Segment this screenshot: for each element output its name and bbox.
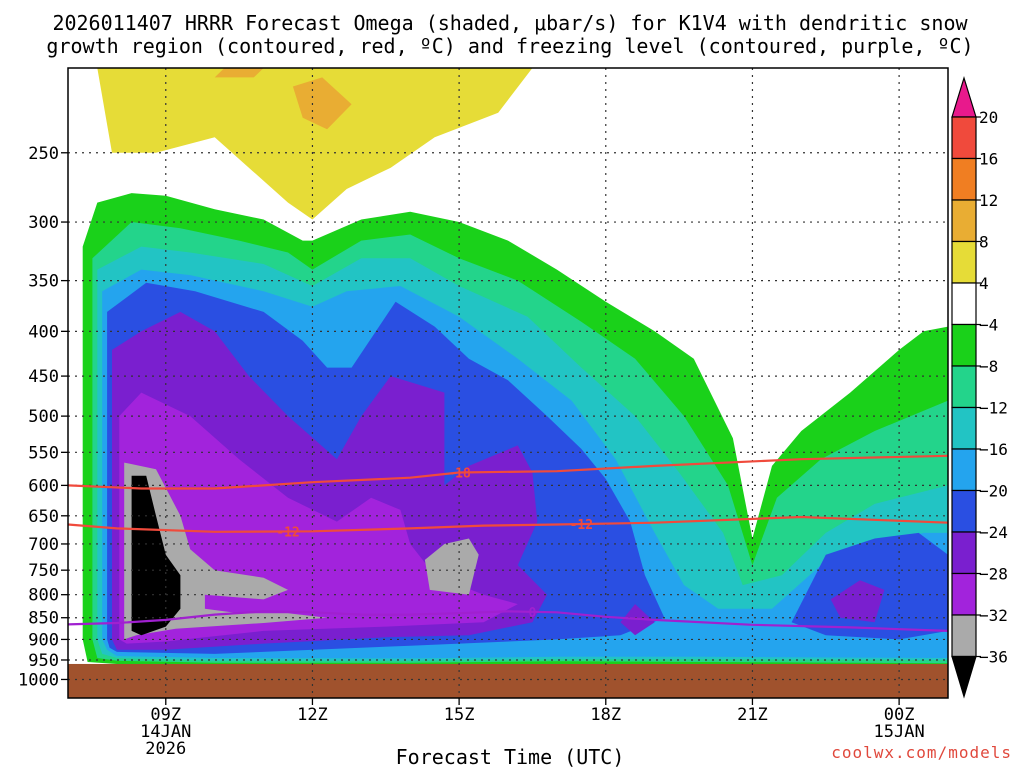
colorbar-segment-5 — [951, 282, 977, 326]
ground-surface — [68, 663, 948, 698]
colorbar-segment-8 — [951, 406, 977, 450]
colorbar-segment-2 — [951, 157, 977, 201]
colorbar-segment-9 — [951, 448, 977, 492]
x-tick-label-18Z: 18Z — [590, 705, 621, 725]
contour-label--12-1: -12 — [570, 518, 593, 533]
x-tick-label-09Z: 09Z — [150, 705, 181, 725]
colorbar-label-13: −36 — [979, 648, 1008, 667]
colorbar-label-10: −24 — [979, 523, 1008, 542]
colorbar-label-9: −20 — [979, 482, 1008, 501]
contour-label--12-0: -12 — [276, 525, 299, 540]
chart-title-line2: growth region (contoured, red, ºC) and f… — [46, 34, 973, 58]
colorbar-label-1: 16 — [979, 150, 998, 169]
y-tick-label-950: 950 — [28, 651, 59, 671]
x-tick-label-00Z: 00Z — [884, 705, 915, 725]
colorbar-label-12: −32 — [979, 606, 1008, 625]
x-tick-label-21Z: 21Z — [737, 705, 768, 725]
omega-region-10 — [830, 580, 885, 623]
y-tick-label-250: 250 — [28, 144, 59, 164]
colorbar-label-5: −4 — [979, 316, 998, 335]
y-tick-label-850: 850 — [28, 609, 59, 629]
colorbar-label-4: 4 — [979, 274, 989, 293]
plot-frame — [67, 67, 949, 699]
omega-region-15 — [131, 475, 181, 636]
y-tick-label-600: 600 — [28, 476, 59, 496]
colorbar-segment-13 — [951, 614, 977, 658]
grid-lines — [68, 68, 948, 698]
colorbar-segment-10 — [951, 489, 977, 533]
omega-region-1 — [214, 68, 264, 78]
y-tick-label-300: 300 — [28, 213, 59, 233]
colorbar-label-2: 12 — [979, 191, 998, 210]
colorbar-segment-6 — [951, 323, 977, 367]
colorbar-label-0: 20 — [979, 108, 998, 127]
x-tick-date-09Z: 14JAN — [140, 722, 191, 742]
y-tick-label-650: 650 — [28, 507, 59, 527]
contour-label-0-0: 0 — [529, 606, 537, 621]
y-tick-label-1000: 1000 — [18, 670, 59, 690]
x-tick-date-00Z: 15JAN — [874, 722, 925, 742]
temperature-contours: -18 -12 -12 0 — [68, 454, 948, 632]
omega-region-0 — [97, 68, 533, 220]
x-axis-label: Forecast Time (UTC) — [396, 745, 625, 768]
colorbar-label-6: −8 — [979, 357, 998, 376]
colorbar-segment-11 — [951, 531, 977, 575]
omega-shading — [82, 68, 948, 666]
colorbar-segment-12 — [951, 572, 977, 616]
watermark: coolwx.com/models — [831, 743, 1012, 762]
colorbar-bottom-arrow — [951, 655, 977, 699]
colorbar-label-11: −28 — [979, 565, 1008, 584]
y-tick-label-400: 400 — [28, 322, 59, 342]
colorbar-segment-4 — [951, 240, 977, 284]
y-tick-label-450: 450 — [28, 367, 59, 387]
contour-label--18-0: -18 — [447, 467, 471, 482]
y-tick-label-550: 550 — [28, 443, 59, 463]
y-tick-label-700: 700 — [28, 535, 59, 555]
x-tick-year-09Z: 2026 — [145, 739, 186, 759]
colorbar-label-3: 8 — [979, 233, 989, 252]
omega-colorbar: 20 16 12 8 4 −4 −8 −12 −16 −20 −24 −28 −32 −36 — [951, 75, 1008, 699]
omega-region-14 — [424, 538, 479, 595]
y-tick-label-350: 350 — [28, 272, 59, 292]
y-tick-label-800: 800 — [28, 586, 59, 606]
y-tick-label-900: 900 — [28, 630, 59, 650]
contour-0 — [68, 610, 948, 632]
chart-title-line1: 2026011407 HRRR Forecast Omega (shaded, … — [52, 11, 968, 35]
colorbar-top-arrow — [951, 75, 977, 118]
colorbar-segment-7 — [951, 365, 977, 409]
omega-region-2 — [292, 77, 352, 130]
colorbar-label-8: −16 — [979, 440, 1008, 459]
colorbar-segment-3 — [951, 199, 977, 243]
contour--18 — [68, 454, 948, 490]
x-tick-label-12Z: 12Z — [297, 705, 328, 725]
y-tick-label-500: 500 — [28, 407, 59, 427]
colorbar-segment-1 — [951, 116, 977, 160]
y-tick-label-750: 750 — [28, 561, 59, 581]
pressure-axis: 2503003504004505005506006507007508008509… — [18, 144, 68, 690]
x-tick-label-15Z: 15Z — [444, 705, 475, 725]
colorbar-label-7: −12 — [979, 399, 1008, 418]
contour--12 — [68, 515, 948, 533]
